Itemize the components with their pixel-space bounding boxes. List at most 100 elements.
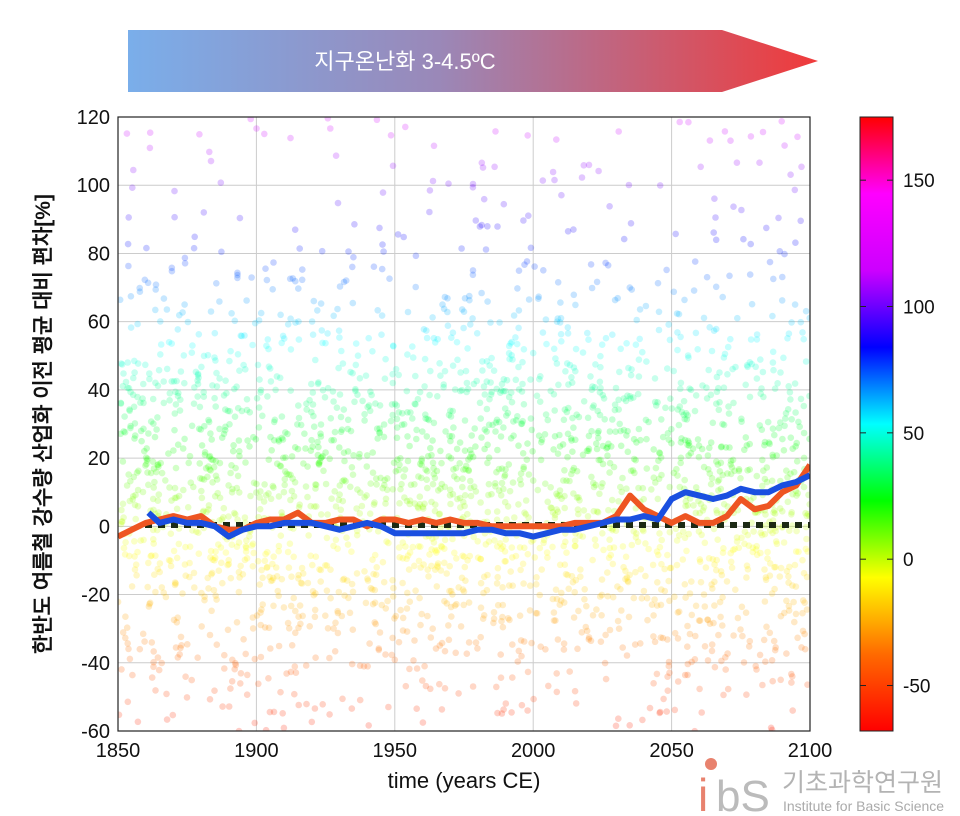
scatter-point bbox=[661, 587, 669, 595]
scatter-point bbox=[688, 578, 695, 585]
scatter-point bbox=[713, 507, 720, 514]
scatter-point bbox=[126, 407, 133, 415]
scatter-point bbox=[574, 645, 581, 653]
scatter-point bbox=[697, 163, 704, 171]
scatter-point bbox=[592, 542, 600, 549]
scatter-point bbox=[799, 597, 807, 604]
scatter-point bbox=[308, 718, 316, 726]
scatter-point bbox=[400, 473, 408, 480]
scatter-point bbox=[418, 474, 425, 482]
scatter-point bbox=[144, 279, 152, 287]
scatter-point bbox=[724, 343, 732, 351]
scatter-point bbox=[427, 444, 434, 452]
scatter-point bbox=[392, 612, 400, 620]
scatter-point bbox=[800, 569, 808, 577]
scatter-point bbox=[524, 668, 532, 676]
scatter-point bbox=[727, 335, 734, 343]
scatter-point bbox=[512, 334, 519, 341]
scatter-point bbox=[685, 118, 692, 126]
scatter-point bbox=[453, 475, 461, 483]
scatter-point bbox=[474, 554, 482, 561]
scatter-point bbox=[769, 451, 776, 459]
scatter-point bbox=[656, 709, 663, 717]
scatter-point bbox=[795, 548, 802, 556]
scatter-point bbox=[432, 645, 440, 652]
scatter-point bbox=[403, 497, 411, 505]
scatter-point bbox=[746, 271, 754, 278]
scatter-point bbox=[674, 329, 681, 336]
scatter-point bbox=[146, 599, 154, 607]
scatter-point bbox=[249, 563, 257, 570]
scatter-point bbox=[458, 306, 466, 313]
scatter-point bbox=[677, 454, 685, 462]
scatter-point bbox=[295, 318, 302, 325]
scatter-point bbox=[350, 253, 357, 261]
scatter-point bbox=[757, 356, 764, 363]
scatter-point bbox=[404, 351, 411, 358]
scatter-point bbox=[786, 563, 793, 571]
scatter-point bbox=[256, 505, 264, 513]
scatter-point bbox=[388, 651, 396, 659]
scatter-point bbox=[308, 380, 315, 388]
scatter-point bbox=[714, 536, 721, 543]
scatter-point bbox=[196, 131, 203, 138]
scatter-point bbox=[171, 410, 179, 417]
scatter-point bbox=[550, 609, 558, 616]
scatter-point bbox=[743, 562, 751, 569]
scatter-point bbox=[722, 654, 729, 661]
scatter-point bbox=[361, 417, 368, 424]
scatter-point bbox=[803, 535, 810, 543]
scatter-point bbox=[262, 492, 270, 499]
scatter-point bbox=[289, 275, 297, 282]
scatter-point bbox=[789, 707, 796, 714]
scatter-point bbox=[599, 442, 607, 450]
scatter-point bbox=[438, 542, 445, 550]
scatter-point bbox=[732, 586, 739, 593]
scatter-point bbox=[768, 590, 776, 597]
scatter-point bbox=[332, 619, 339, 627]
scatter-point bbox=[454, 356, 461, 364]
scatter-point bbox=[742, 609, 750, 616]
scatter-point bbox=[515, 267, 523, 275]
scatter-point bbox=[441, 293, 449, 301]
scatter-point bbox=[664, 636, 671, 643]
scatter-point bbox=[792, 548, 800, 555]
scatter-point bbox=[204, 574, 211, 582]
scatter-point bbox=[492, 128, 499, 135]
scatter-point bbox=[779, 273, 786, 281]
scatter-point bbox=[205, 418, 213, 426]
scatter-point bbox=[243, 555, 251, 562]
scatter-point bbox=[407, 481, 415, 489]
scatter-point bbox=[175, 540, 183, 548]
scatter-point bbox=[789, 490, 796, 498]
scatter-point bbox=[505, 461, 513, 468]
scatter-point bbox=[519, 358, 526, 366]
scatter-point bbox=[403, 555, 411, 563]
scatter-point bbox=[677, 439, 685, 446]
scatter-point bbox=[177, 396, 184, 404]
scatter-point bbox=[671, 629, 679, 637]
scatter-point bbox=[368, 391, 375, 399]
scatter-point bbox=[336, 444, 343, 451]
scatter-point bbox=[275, 642, 283, 650]
scatter-point bbox=[186, 559, 193, 567]
scatter-point bbox=[766, 258, 774, 266]
scatter-point bbox=[420, 505, 427, 512]
scatter-point bbox=[570, 490, 577, 497]
scatter-point bbox=[435, 511, 443, 518]
scatter-point bbox=[319, 701, 327, 708]
scatter-point bbox=[654, 399, 661, 406]
scatter-point bbox=[708, 581, 715, 588]
scatter-point bbox=[225, 560, 233, 568]
scatter-point bbox=[529, 349, 537, 357]
scatter-point bbox=[525, 296, 533, 303]
scatter-point bbox=[557, 330, 565, 338]
scatter-point bbox=[666, 564, 674, 572]
scatter-point bbox=[145, 603, 153, 610]
scatter-point bbox=[307, 447, 315, 455]
scatter-point bbox=[721, 350, 729, 358]
scatter-point bbox=[317, 421, 325, 428]
scatter-point bbox=[455, 584, 463, 591]
scatter-point bbox=[244, 437, 251, 444]
scatter-point bbox=[551, 514, 559, 522]
